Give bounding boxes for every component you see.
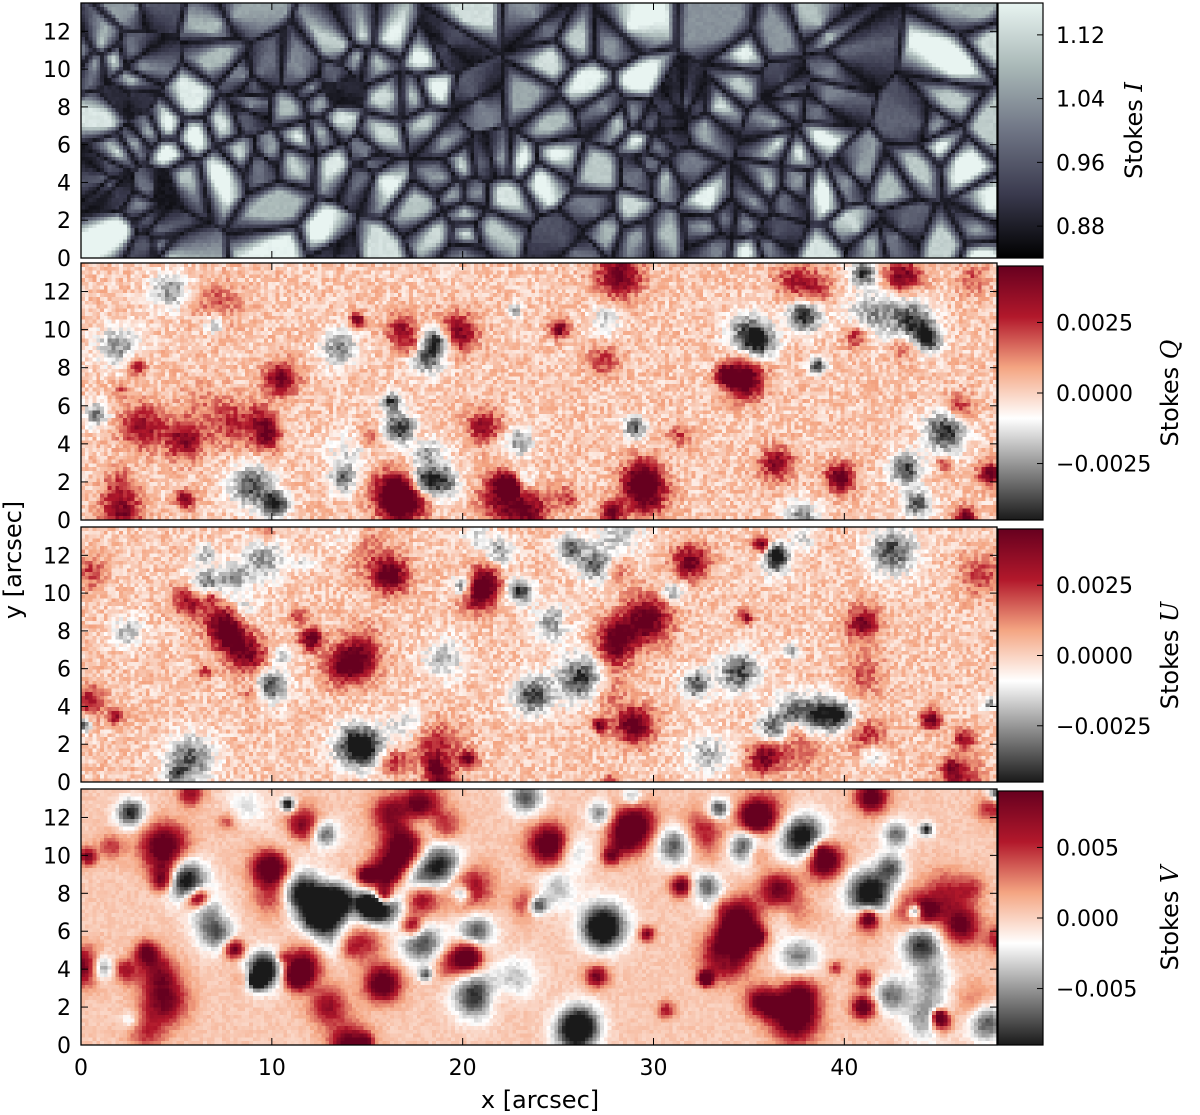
panel-frame <box>80 526 998 783</box>
y-tick-label: 8 <box>57 96 71 121</box>
y-tick-label: 2 <box>57 471 71 496</box>
panel-frame <box>80 2 998 259</box>
colorbar-tick-label: 1.04 <box>1056 88 1105 113</box>
panel-stokes-v: 0 2 4 6 8 10 12 0 10 20 30 40 −0.005 0.000 0.005 Stokes… <box>43 788 1184 1081</box>
y-tick-label: 4 <box>57 171 71 196</box>
panel-stokes-u: 0 2 4 6 8 10 12 −0.0025 0.0000 0.0025 Stokes U <box>43 526 1184 796</box>
colorbar-tick-label: −0.0025 <box>1056 715 1151 740</box>
colorbar-tick-label: 0.0025 <box>1056 574 1133 599</box>
x-tick-label: 10 <box>258 1056 286 1081</box>
y-tick-label: 2 <box>57 996 71 1021</box>
colorbar-tick-label: 0.005 <box>1056 836 1119 861</box>
colorbar-scale <box>997 528 1044 783</box>
y-tick-label: 8 <box>57 620 71 645</box>
y-tick-label: 6 <box>57 134 71 159</box>
x-tick-label: 30 <box>640 1056 668 1081</box>
x-axis-label: x [arcsec] <box>481 1086 599 1114</box>
colorbar-tick-label: 0.0000 <box>1056 645 1133 670</box>
colorbar-stokes-v: −0.005 0.000 0.005 Stokes V <box>997 790 1184 1046</box>
colorbar-title-symbol: V <box>1156 863 1184 883</box>
heatmap-stokes-u <box>81 527 997 782</box>
y-tick-label: 0 <box>57 771 71 796</box>
y-tick-label: 8 <box>57 357 71 382</box>
colorbar-scale <box>997 790 1044 1046</box>
y-tick-label: 6 <box>57 920 71 945</box>
y-tick-label: 0 <box>57 247 71 272</box>
x-tick-label: 0 <box>74 1056 88 1081</box>
panel-frame <box>80 788 998 1046</box>
colorbar-title-word: Stokes <box>1156 883 1184 970</box>
y-tick-label: 10 <box>43 58 71 83</box>
panel-frame <box>80 262 998 521</box>
colorbar-tick-label: 0.88 <box>1056 215 1105 240</box>
colorbar-title-word: Stokes <box>1120 92 1148 179</box>
colorbar-title: Stokes V <box>1156 863 1184 970</box>
y-tick-label: 4 <box>57 958 71 983</box>
y-tick-label: 12 <box>43 281 71 306</box>
y-tick-label: 6 <box>57 658 71 683</box>
x-tick-label: 40 <box>830 1056 858 1081</box>
colorbar-title-symbol: U <box>1156 601 1184 622</box>
colorbar-title-word: Stokes <box>1156 359 1184 446</box>
colorbar-stokes-q: −0.0025 0.0000 0.0025 Stokes Q <box>997 265 1184 521</box>
colorbar-tick-label: −0.0025 <box>1056 453 1151 478</box>
y-tick-label: 12 <box>43 20 71 45</box>
y-tick-label: 8 <box>57 882 71 907</box>
y-axis-label: y [arcsec] <box>0 501 27 619</box>
colorbar-tick-label: 0.96 <box>1056 151 1105 176</box>
y-tick-label: 10 <box>43 319 71 344</box>
panel-stokes-i: 0 2 4 6 8 10 12 0.88 0.96 1.04 1.12 Stokes I <box>43 2 1148 272</box>
colorbar-tick-label: 0.0025 <box>1056 311 1133 336</box>
colorbar-tick-label: 0.000 <box>1056 907 1119 932</box>
y-tick-label: 2 <box>57 733 71 758</box>
heatmap-stokes-v <box>81 789 997 1045</box>
colorbar-tick-label: 0.0000 <box>1056 382 1133 407</box>
colorbar-scale <box>997 2 1044 259</box>
heatmap-stokes-q <box>81 263 997 520</box>
colorbar-title: Stokes U <box>1156 601 1184 709</box>
colorbar-title-word: Stokes <box>1156 622 1184 709</box>
y-tick-label: 10 <box>43 582 71 607</box>
colorbar-title: Stokes I <box>1120 82 1148 179</box>
y-tick-label: 6 <box>57 395 71 420</box>
y-tick-label: 0 <box>57 1034 71 1059</box>
colorbar-title-symbol: I <box>1120 82 1148 93</box>
y-tick-label: 12 <box>43 806 71 831</box>
colorbar-scale <box>997 265 1044 521</box>
colorbar-title: Stokes Q <box>1156 340 1184 447</box>
y-tick-label: 4 <box>57 433 71 458</box>
x-tick-label: 20 <box>449 1056 477 1081</box>
y-tick-label: 0 <box>57 509 71 534</box>
y-tick-label: 12 <box>43 544 71 569</box>
y-tick-label: 4 <box>57 695 71 720</box>
colorbar-stokes-i: 0.88 0.96 1.04 1.12 Stokes I <box>997 2 1148 259</box>
panel-stokes-q: 0 2 4 6 8 10 12 −0.0025 0.0000 0.0025 Stokes Q <box>43 262 1184 534</box>
heatmap-stokes-i <box>81 3 997 258</box>
colorbar-tick-label: 1.12 <box>1056 24 1105 49</box>
colorbar-title-symbol: Q <box>1156 340 1184 360</box>
y-tick-label: 2 <box>57 209 71 234</box>
y-tick-label: 10 <box>43 844 71 869</box>
colorbar-stokes-u: −0.0025 0.0000 0.0025 Stokes U <box>997 528 1184 783</box>
colorbar-tick-label: −0.005 <box>1056 978 1137 1003</box>
